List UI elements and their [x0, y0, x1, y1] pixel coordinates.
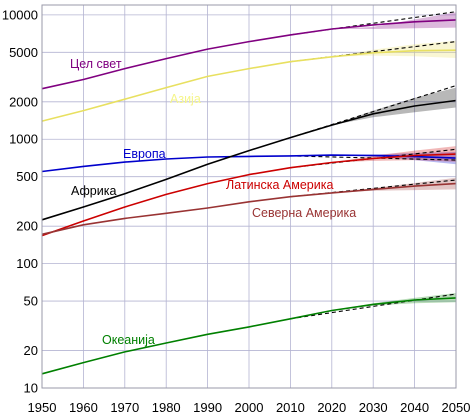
y-tick-label: 10: [24, 381, 38, 396]
projection-band: [331, 87, 456, 126]
x-tick-label: 2010: [276, 400, 305, 415]
y-tick-label: 100: [16, 256, 38, 271]
x-tick-label: 1980: [152, 400, 181, 415]
y-tick-label: 1000: [9, 132, 38, 147]
series-label: Северна Америка: [252, 206, 356, 220]
x-tick-label: 2040: [400, 400, 429, 415]
x-tick-label: 1960: [69, 400, 98, 415]
y-tick-label: 20: [24, 343, 38, 358]
y-tick-label: 50: [24, 294, 38, 309]
projection-band: [331, 12, 456, 29]
y-tick-label: 2000: [9, 94, 38, 109]
x-tick-label: 1950: [28, 400, 57, 415]
x-tick-label: 2030: [359, 400, 388, 415]
series-label: Азија: [170, 92, 201, 106]
x-tick-label: 2000: [235, 400, 264, 415]
series-label: Цел свет: [70, 57, 122, 71]
series-label: Европа: [123, 147, 166, 161]
series-label: Океанија: [102, 333, 155, 347]
series-label: Африка: [71, 184, 116, 198]
y-tick-label: 5000: [9, 45, 38, 60]
tick-labels: 1950 1960 1970 1980 1990 2000 2010 2020 2030 2040…: [2, 7, 471, 415]
x-tick-label: 2020: [317, 400, 346, 415]
series-line: [41, 99, 457, 221]
series-line: [41, 154, 457, 173]
x-tick-label: 2050: [442, 400, 471, 415]
projection-band: [331, 146, 456, 163]
series-line: [41, 49, 457, 122]
plot-frame: [41, 4, 457, 389]
projection-band: [331, 177, 456, 193]
series-line: [41, 297, 457, 375]
series-lines: [41, 19, 457, 375]
series-labels: Цел свет Азија Европа Африка Латинска Америк…: [70, 57, 356, 347]
y-tick-label: 10000: [2, 7, 38, 22]
y-tick-label: 200: [16, 219, 38, 234]
series-label: Латинска Америка: [226, 178, 333, 192]
x-tick-label: 1990: [193, 400, 222, 415]
x-tick-label: 1970: [110, 400, 139, 415]
y-tick-label: 500: [16, 169, 38, 184]
series-line: [41, 182, 457, 236]
series-line: [41, 19, 457, 90]
series-line: [41, 153, 457, 237]
